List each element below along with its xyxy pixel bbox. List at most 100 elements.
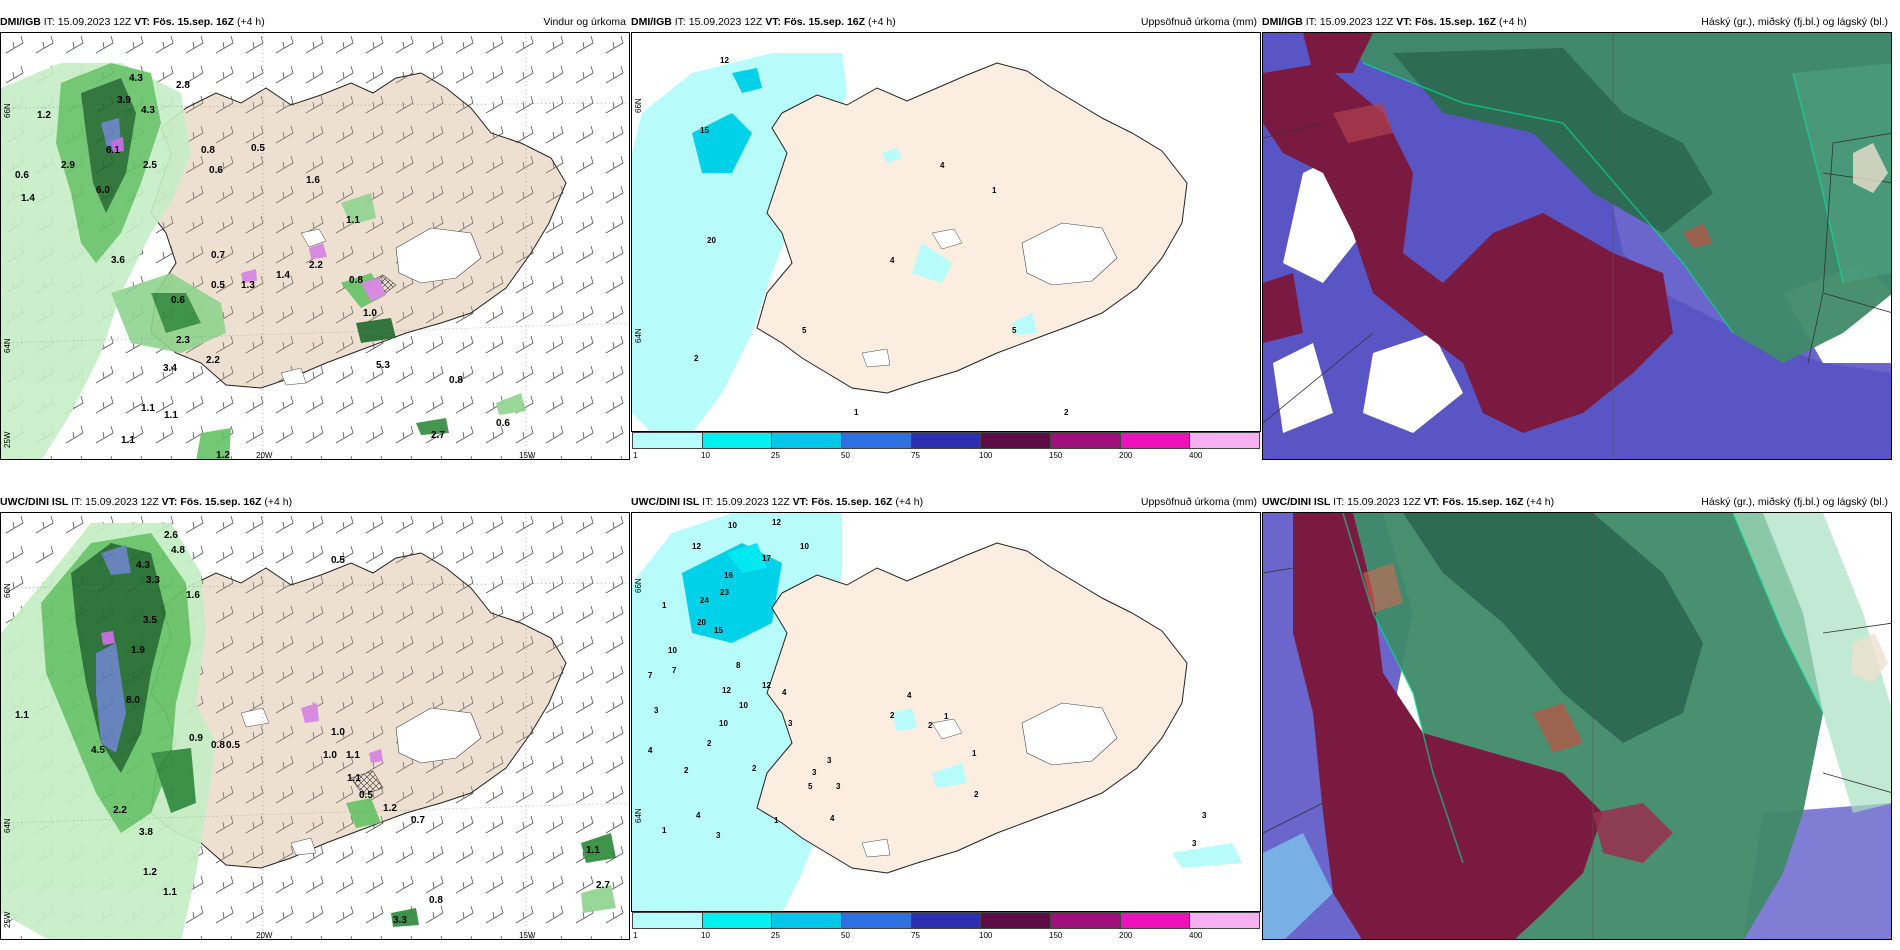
precip-value: 1.0 (363, 308, 377, 319)
colorbar-tick: 200 (1119, 451, 1133, 460)
panel-clouds-dmi: DMI/IGB IT: 15.09.2023 12Z VT: Fös. 15.s… (1262, 12, 1892, 460)
lead-time: (+4 h) (264, 496, 293, 508)
precip-value: 0.7 (211, 250, 225, 261)
panel-accum-precip-uwc: UWC/DINI ISL IT: 15.09.2023 12Z VT: Fös.… (631, 492, 1261, 940)
panel-header: UWC/DINI ISL IT: 15.09.2023 12Z VT: Fös.… (0, 492, 630, 512)
panel-header: UWC/DINI ISL IT: 15.09.2023 12Z VT: Fös.… (1262, 492, 1892, 512)
panel-title: Háský (gr.), miðský (fj.bl.) og lágský (… (1701, 16, 1888, 28)
accum-value: 4 (782, 688, 787, 697)
precip-value: 0.8 (449, 375, 463, 386)
precip-value: 0.7 (411, 815, 425, 826)
accum-value: 1 (972, 749, 977, 758)
colorbar-tick: 150 (1049, 451, 1063, 460)
colorbar-ticks: 1 10 25 50 75 100 150 200 400 (631, 451, 1261, 463)
colorbar-swatch (702, 433, 773, 448)
accum-value: 7 (672, 666, 677, 675)
precip-value: 0.5 (226, 740, 240, 751)
accum-value: 16 (724, 571, 733, 580)
accum-value: 3 (716, 831, 721, 840)
precip-value: 0.6 (15, 170, 29, 181)
panel-accum-precip-dmi: DMI/IGB IT: 15.09.2023 12Z VT: Fös. 15.s… (631, 12, 1261, 460)
accum-value: 1 (662, 601, 667, 610)
panel-wind-precip-uwc: UWC/DINI ISL IT: 15.09.2023 12Z VT: Fös.… (0, 492, 630, 940)
accum-value: 4 (907, 691, 912, 700)
init-time: IT: 15.09.2023 12Z (702, 496, 790, 508)
accum-value: 24 (700, 596, 709, 605)
accum-value: 15 (714, 626, 723, 635)
precip-value: 0.8 (429, 895, 443, 906)
cloud-cover-map (1262, 512, 1892, 940)
accum-value: 23 (720, 588, 729, 597)
accum-value: 2 (890, 711, 895, 720)
precip-value: 3.3 (146, 575, 160, 586)
panel-title: Uppsöfnuð úrkoma (mm) (1140, 16, 1257, 28)
precip-value: 1.2 (37, 110, 51, 121)
colorbar-tick: 200 (1119, 931, 1133, 940)
lead-time: (+4 h) (867, 16, 896, 28)
precip-value: 0.6 (496, 418, 510, 429)
accum-value: 4 (648, 746, 653, 755)
colorbar-tick: 25 (771, 931, 780, 940)
colorbar-tick: 25 (771, 451, 780, 460)
colorbar-tick: 100 (979, 451, 993, 460)
precip-value: 3.8 (139, 827, 153, 838)
precip-value: 0.5 (359, 790, 373, 801)
valid-label: VT: (792, 496, 809, 508)
valid-label: VT: (134, 16, 151, 28)
lon-label: 20W (256, 451, 273, 460)
valid-time: Fös. 15.sep. 16Z (152, 16, 235, 28)
model-source: UWC/DINI ISL (0, 496, 69, 508)
accum-value: 10 (800, 542, 809, 551)
colorbar-swatch (981, 433, 1052, 448)
accum-value: 2 (1064, 408, 1069, 417)
model-source: DMI/IGB (1262, 16, 1303, 28)
lead-time: (+4 h) (1526, 496, 1555, 508)
init-time: IT: 15.09.2023 12Z (1305, 16, 1394, 28)
valid-time: Fös. 15.sep. 16Z (783, 16, 866, 28)
precip-value: 8.0 (126, 695, 140, 706)
precip-value: 2.2 (113, 805, 127, 816)
accum-value: 2 (928, 721, 933, 730)
iceland-landmass (756, 62, 1188, 394)
colorbar-tick: 1 (633, 931, 638, 940)
iceland-landmass (756, 542, 1188, 874)
accum-value: 4 (696, 811, 701, 820)
precip-value: 4.5 (91, 745, 105, 756)
accum-value: 3 (836, 782, 841, 791)
precip-value: 1.2 (216, 450, 230, 460)
accum-value: 2 (974, 790, 979, 799)
lead-time: (+4 h) (236, 16, 265, 28)
valid-label: VT: (1396, 16, 1413, 28)
accum-value: 2 (694, 354, 699, 363)
precip-value: 1.1 (164, 410, 178, 421)
model-source: UWC/DINI ISL (1262, 496, 1331, 508)
lon-label: 20W (256, 931, 273, 940)
precip-value: 1.4 (21, 193, 35, 204)
precip-value: 1.0 (331, 727, 345, 738)
accum-value: 3 (812, 768, 817, 777)
panel-header: UWC/DINI ISL IT: 15.09.2023 12Z VT: Fös.… (631, 492, 1261, 512)
valid-label: VT: (1423, 496, 1440, 508)
panel-wind-precip-dmi: DMI/IGB IT: 15.09.2023 12Z VT: Fös. 15.s… (0, 12, 630, 460)
precip-value: 4.3 (136, 560, 150, 571)
lon-label: 25W (3, 911, 12, 928)
precip-value: 1.6 (186, 590, 200, 601)
precip-value: 0.5 (211, 280, 225, 291)
colorbar-tick: 10 (701, 931, 710, 940)
valid-time: Fös. 15.sep. 16Z (811, 496, 893, 508)
precip-value: 1.1 (121, 435, 135, 446)
colorbar-tick: 400 (1189, 451, 1203, 460)
precip-value: 2.5 (143, 160, 157, 171)
colorbar-tick: 10 (701, 451, 710, 460)
cloud-cover-map (1262, 32, 1892, 460)
init-time: IT: 15.09.2023 12Z (71, 496, 159, 508)
accum-value: 1 (992, 186, 997, 195)
precip-value: 1.1 (141, 403, 155, 414)
panel-header: DMI/IGB IT: 15.09.2023 12Z VT: Fös. 15.s… (1262, 12, 1892, 32)
colorbar-swatch (1190, 433, 1260, 448)
lat-label: 64N (3, 338, 12, 353)
colorbar-swatch (633, 913, 703, 928)
colorbar-swatch (633, 433, 703, 448)
colorbar-swatch (1051, 913, 1121, 928)
precip-value: 1.9 (131, 645, 145, 656)
